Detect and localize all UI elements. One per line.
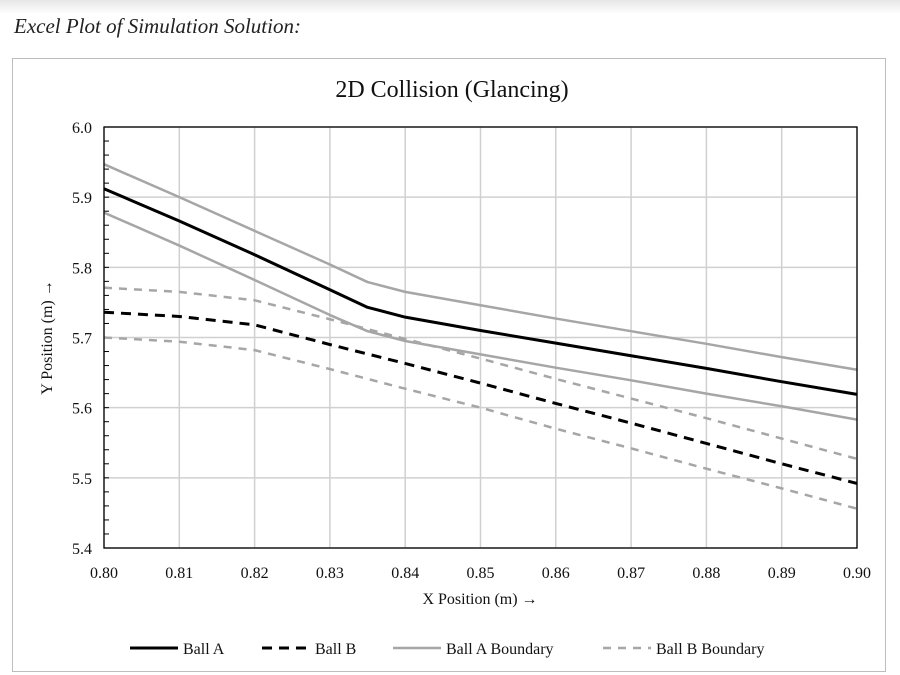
y-tick-label: 6.0 <box>72 120 92 137</box>
y-tick-label: 5.4 <box>72 541 92 558</box>
x-tick-label: 0.83 <box>316 565 344 582</box>
x-tick-label: 0.81 <box>165 565 193 582</box>
legend-label: Ball A <box>183 641 225 658</box>
x-tick-label: 0.82 <box>241 565 269 582</box>
legend-label: Ball B <box>315 641 356 658</box>
chart-title: 2D Collision (Glancing) <box>335 77 568 103</box>
y-tick-label: 5.9 <box>72 190 92 207</box>
x-tick-label: 0.89 <box>768 565 796 582</box>
y-tick-label: 5.7 <box>72 331 92 348</box>
x-tick-label: 0.80 <box>90 565 118 582</box>
y-axis-label: Y Position (m) → <box>39 280 56 395</box>
x-tick-label: 0.86 <box>542 565 570 582</box>
series-layer <box>103 163 858 510</box>
y-tick-label: 5.5 <box>72 471 92 488</box>
x-tick-label: 0.90 <box>843 565 871 582</box>
series-line-ball-a-boundary-2 <box>103 163 858 372</box>
plot-border <box>103 126 858 549</box>
x-tick-label: 0.85 <box>467 565 495 582</box>
legend: Ball A Ball B Ball A Boundary Ball B Bounda… <box>130 641 764 658</box>
chart-frame <box>12 58 886 672</box>
figure-caption: Excel Plot of Simulation Solution: <box>14 14 301 38</box>
series-line-ball-b-1 <box>103 310 858 485</box>
x-tick-label: 0.88 <box>692 565 720 582</box>
series-line-ball-a-0 <box>103 187 858 396</box>
legend-label: Ball B Boundary <box>656 641 764 658</box>
series-line-boundary-5 <box>103 336 858 510</box>
legend-label: Ball A Boundary <box>446 641 554 658</box>
x-axis-label: X Position (m) → <box>422 591 537 608</box>
top-shadow <box>0 0 900 14</box>
tick-labels: 0.80 0.81 0.82 0.83 0.84 0.85 0.86 0.87 0.88 0.89… <box>72 120 871 582</box>
y-tick-label: 5.6 <box>72 401 92 418</box>
grid <box>103 126 858 549</box>
x-tick-label: 0.84 <box>391 565 419 582</box>
y-tick-label: 5.8 <box>72 260 92 277</box>
series-line-ball-b-boundary-4 <box>103 286 858 461</box>
x-tick-label: 0.87 <box>617 565 645 582</box>
